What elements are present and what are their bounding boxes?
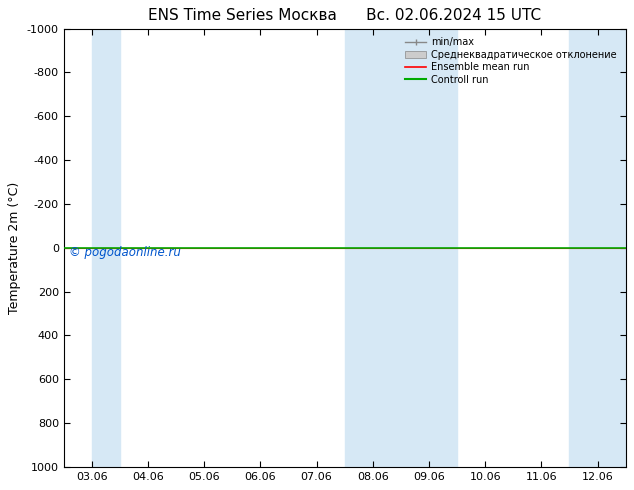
Bar [92, 29, 120, 467]
Bar [401, 29, 457, 467]
Text: © pogodaonline.ru: © pogodaonline.ru [69, 245, 181, 259]
Y-axis label: Temperature 2m (°C): Temperature 2m (°C) [8, 182, 22, 314]
Bar [345, 29, 401, 467]
Legend: min/max, Среднеквадратическое отклонение, Ensemble mean run, Controll run: min/max, Среднеквадратическое отклонение… [401, 33, 621, 89]
Title: ENS Time Series Москва      Вс. 02.06.2024 15 UTC: ENS Time Series Москва Вс. 02.06.2024 15… [148, 8, 541, 24]
Bar [569, 29, 626, 467]
